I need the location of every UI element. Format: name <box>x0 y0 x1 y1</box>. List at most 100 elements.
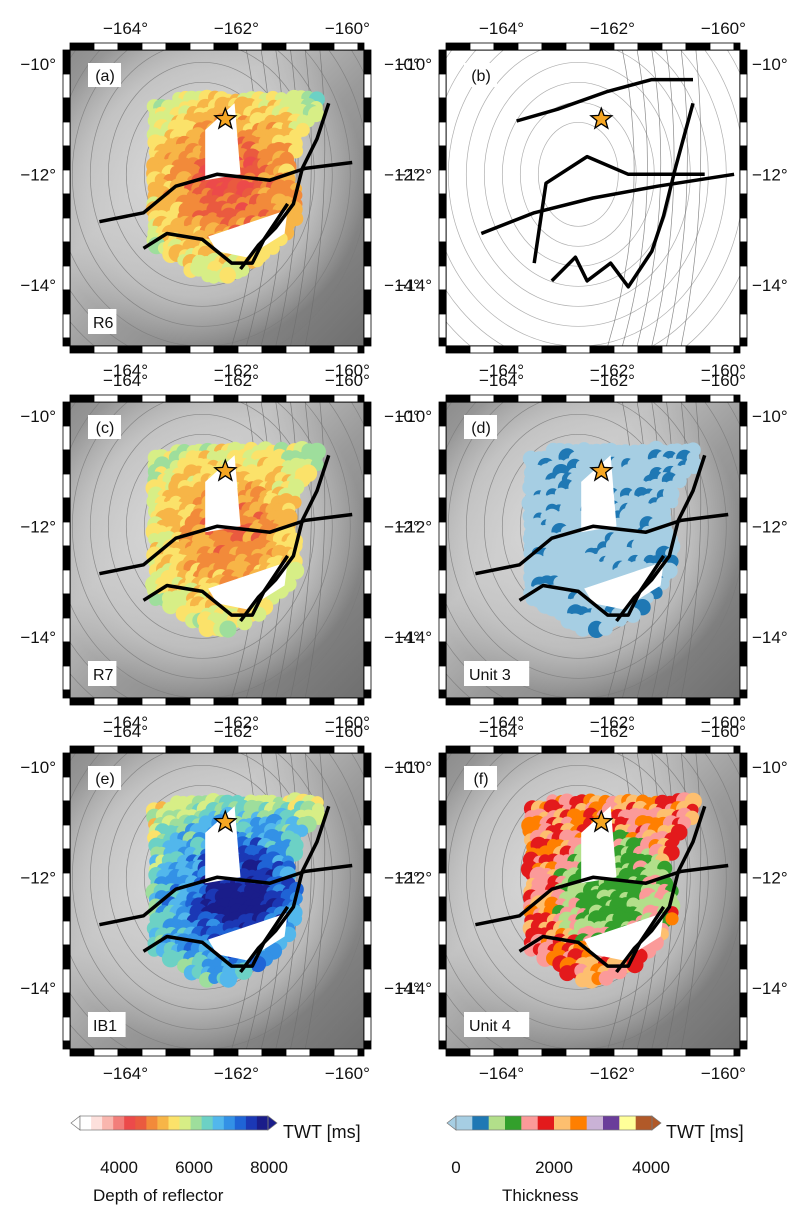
contour-line <box>483 764 673 990</box>
panel-e-contours <box>70 753 364 1049</box>
lat-tick-label: −14° <box>384 276 420 295</box>
lon-tick-label: −162° <box>214 1064 259 1083</box>
lon-tick-label: −160° <box>325 713 370 732</box>
lon-tick-label: −164° <box>479 713 524 732</box>
lon-tick-label: −162° <box>214 19 259 38</box>
contour-line <box>483 413 673 639</box>
lon-tick-label: −160° <box>701 713 746 732</box>
panel-a-frame <box>62 42 372 354</box>
panel-c-letter: (c) <box>88 415 121 439</box>
lon-tick-label: −160° <box>701 722 746 741</box>
contour-line <box>290 753 312 1049</box>
panel-d-frame <box>438 394 748 706</box>
contour-line <box>89 402 315 659</box>
panel-f: −164° −164° −162° −162° −160° −160° −10° −10° −1… <box>396 722 788 1083</box>
lon-tick-label: −164° <box>103 713 148 732</box>
panel-c-ship-tracks <box>99 454 353 623</box>
lon-tick-label: −160° <box>325 371 370 390</box>
panel-a-contours <box>70 50 364 346</box>
lat-tick-label: −12° <box>752 869 788 888</box>
contour-line <box>680 402 702 698</box>
panel-e-ship-tracks <box>99 805 353 974</box>
panel-e-gap-south <box>208 912 288 961</box>
panel-f-gap-north <box>581 806 617 884</box>
svg-text:(a): (a) <box>95 68 115 85</box>
survey-cell <box>219 267 236 284</box>
lon-tick-label: −164° <box>103 371 148 390</box>
contour-line <box>107 61 297 287</box>
contour-line <box>447 50 709 327</box>
panel-f-ship-tracks <box>475 805 729 974</box>
contour-line <box>446 402 727 698</box>
contour-line <box>107 413 297 639</box>
colorbar-cap-high <box>267 1115 278 1131</box>
lat-tick-label: −12° <box>384 869 420 888</box>
colorbar-swatch <box>456 1116 473 1130</box>
contour-line <box>651 50 675 346</box>
colorbar-depth-tick-2: 8000 <box>250 1158 288 1177</box>
ship-track <box>615 805 707 974</box>
panel-d-letter: (d) <box>464 415 497 439</box>
lat-tick-label: −10° <box>384 407 420 426</box>
ship-track <box>516 77 693 123</box>
panel-d-gap-north <box>581 455 617 533</box>
colorbar-swatch <box>554 1116 571 1130</box>
colorbar-swatch <box>179 1116 192 1130</box>
star-icon <box>589 106 614 130</box>
colorbar-swatch <box>190 1116 203 1130</box>
colorbar-thickness-tick-1: 2000 <box>535 1158 573 1177</box>
contour-line <box>666 753 688 1049</box>
contour-line <box>447 402 709 679</box>
ship-track <box>475 863 729 927</box>
panel-c-contours <box>70 402 364 698</box>
colorbar-thickness: TWT [ms] Thickness 0 2000 4000 <box>446 1115 744 1205</box>
survey-cell <box>598 621 613 636</box>
star-icon <box>213 458 238 482</box>
panel-d-survey-fill <box>521 440 703 639</box>
lat-tick-label: −10° <box>20 758 56 777</box>
panel-a: −164° −164° −162° −162° −160° −160° −10° −10° −1… <box>20 19 420 380</box>
contour-line <box>70 753 351 1049</box>
svg-text:(b): (b) <box>471 68 491 85</box>
colorbar-swatch <box>586 1116 604 1130</box>
panel-f-frame <box>438 745 748 1057</box>
lon-tick-label: −160° <box>701 371 746 390</box>
lon-tick-label: −160° <box>701 19 746 38</box>
colorbar-swatch <box>570 1116 588 1130</box>
lon-tick-label: −162° <box>590 361 635 380</box>
lon-tick-label: −164° <box>479 722 524 741</box>
survey-cell <box>295 824 309 837</box>
colorbar-swatch <box>256 1116 269 1130</box>
contour-line <box>89 753 315 1010</box>
lon-tick-label: −162° <box>214 361 259 380</box>
lon-tick-label: −160° <box>701 361 746 380</box>
lon-tick-label: −164° <box>103 361 148 380</box>
lat-tick-label: −14° <box>20 628 56 647</box>
colorbar-swatch <box>157 1116 169 1130</box>
lon-tick-label: −164° <box>479 361 524 380</box>
colorbar-swatch <box>245 1116 258 1130</box>
colorbar-swatch <box>521 1116 539 1130</box>
ship-track <box>142 202 290 265</box>
lon-tick-label: −164° <box>103 722 148 741</box>
lat-tick-label: −10° <box>384 758 420 777</box>
colorbar-swatch <box>505 1116 522 1130</box>
lon-tick-label: −162° <box>590 371 635 390</box>
ship-track <box>475 512 729 576</box>
lon-tick-label: −164° <box>479 19 524 38</box>
panel-f-survey-fill <box>520 792 702 989</box>
lat-tick-label: −14° <box>20 276 56 295</box>
survey-cell <box>666 496 679 509</box>
colorbar-swatch <box>488 1116 506 1130</box>
contour-line <box>680 50 702 346</box>
lat-tick-label: −10° <box>752 758 788 777</box>
lon-tick-label: −164° <box>103 19 148 38</box>
colorbar-swatch <box>135 1116 147 1130</box>
colorbar-depth-unit: TWT [ms] <box>283 1122 361 1142</box>
panel-d-tag: Unit 3 <box>464 661 530 686</box>
panel-d: −164° −164° −162° −162° −160° −160° −10° −10° −1… <box>396 371 787 732</box>
panel-a-letter: (a) <box>88 63 121 87</box>
lon-tick-label: −164° <box>103 1064 148 1083</box>
panel-a-gap-south <box>208 209 288 258</box>
